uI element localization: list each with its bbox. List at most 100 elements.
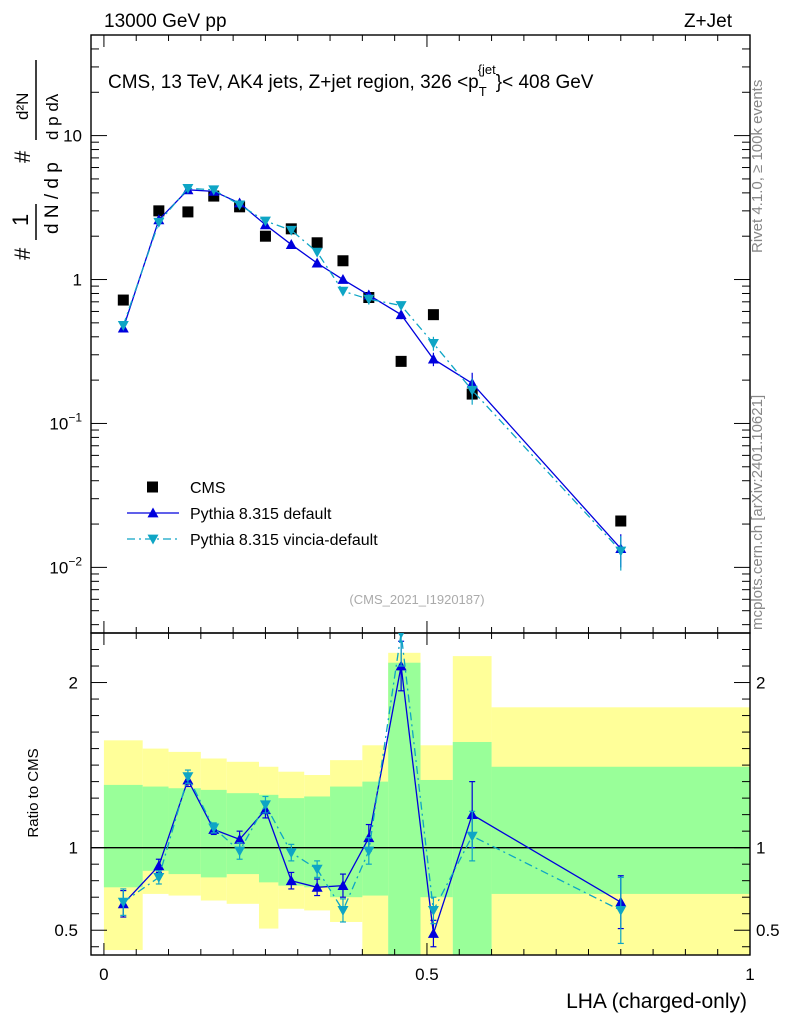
y-tick-label: 10−1 — [49, 410, 82, 433]
cms-data-point — [615, 515, 627, 527]
ratio-band-green — [226, 793, 259, 875]
pythia-vincia-ratio-point — [311, 864, 323, 875]
legend: CMS Pythia 8.315 default Pythia 8.315 vinc… — [127, 480, 378, 549]
cms-data-point — [182, 206, 194, 218]
source-label: mcplots.cern.ch [arXiv:2401.10621] — [749, 395, 766, 630]
pythia-vincia-ratio-line — [122, 633, 622, 913]
legend-marker — [147, 507, 159, 518]
pythia-vincia-ratio-point — [259, 800, 271, 811]
main-y-axis-label-text: d²N — [13, 93, 32, 120]
cms-data-point — [259, 230, 271, 242]
pythia-default-point — [285, 239, 297, 249]
pythia-vincia-point — [208, 185, 220, 196]
ratio-y-axis-label: Ratio to CMS — [25, 748, 42, 837]
pythia-vincia-point — [182, 183, 194, 194]
pythia-vincia-point — [117, 321, 129, 331]
pythia-default-point — [395, 309, 407, 320]
cms-data-point — [337, 255, 349, 267]
legend-entry-label: CMS — [190, 480, 226, 497]
x-tick-label: 1 — [745, 965, 754, 984]
pythia-vincia-point — [427, 338, 439, 349]
pythia-vincia-ratio-point — [117, 897, 129, 908]
ratio-y-tick-label: 0.5 — [54, 921, 78, 940]
plot-title-close: }< 408 GeV — [496, 72, 594, 93]
analysis-id: (CMS_2021_I1920187) — [349, 592, 484, 607]
pythia-vincia-ratio-point — [398, 633, 405, 639]
main-y-axis-label-text: d N / d p — [42, 162, 63, 234]
pythia-default-ratio-point — [311, 881, 323, 892]
ratio-y-tick-label-right: 1 — [756, 839, 765, 858]
plot-title-sub: T — [479, 84, 487, 99]
main-y-axis-label: # 1 d N / d p # d²N d p dλ — [8, 60, 63, 260]
pythia-vincia-ratio-point — [337, 906, 349, 916]
ratio-band-green — [388, 662, 421, 955]
pythia-vincia-ratio-point — [615, 906, 627, 916]
main-y-axis-label-text: # — [10, 150, 35, 163]
pythia-vincia-ratio-point — [208, 823, 220, 834]
pythia-vincia-point — [259, 216, 271, 227]
pythia-default-ratio-point — [337, 880, 349, 891]
plot-title-main: CMS, 13 TeV, AK4 jets, Z+jet region, 326… — [108, 72, 479, 93]
pythia-vincia-point — [153, 217, 165, 228]
pythia-vincia-ratio-point — [285, 848, 297, 859]
cms-data-point — [427, 309, 439, 321]
legend-marker — [147, 534, 159, 545]
y-tick-label: 10−2 — [49, 554, 82, 577]
pythia-vincia-ratio-point — [234, 846, 246, 857]
plot-title-sup: {jet — [478, 62, 496, 77]
cms-data-point — [153, 205, 165, 217]
ratio-band-green — [491, 766, 750, 894]
ratio-uncertainty-bands — [103, 652, 750, 955]
pythia-default-point — [337, 274, 349, 284]
pythia-default-ratio-point — [234, 833, 246, 844]
pythia-vincia-point — [337, 286, 349, 297]
pythia-vincia-ratio-point — [363, 846, 375, 857]
cms-data-point — [395, 355, 407, 367]
pythia-vincia-ratio-point — [466, 831, 478, 842]
y-tick-label: 1 — [73, 271, 82, 290]
ratio-band-green — [168, 788, 201, 875]
x-tick-label: 0 — [99, 965, 108, 984]
pythia-vincia-point — [615, 546, 627, 557]
pythia-vincia-point — [395, 301, 407, 311]
main-y-axis-label-text: 1 — [8, 214, 33, 226]
energy-label: 13000 GeV pp — [104, 11, 227, 32]
ratio-y-tick-label-right: 0.5 — [756, 921, 780, 940]
ratio-y-tick-label: 1 — [69, 839, 78, 858]
ratio-y-tick-label-right: 2 — [756, 674, 765, 693]
pythia-vincia-ratio-point — [182, 772, 194, 783]
rivet-version-label: Rivet 4.1.0, ≥ 100k events — [749, 80, 766, 253]
x-tick-label: 0.5 — [415, 965, 439, 984]
ratio-band-green — [258, 794, 279, 883]
cms-data-point — [117, 294, 129, 306]
ratio-band-green — [142, 786, 169, 871]
pythia-vincia-ratio-point — [153, 872, 165, 883]
pythia-default-point — [427, 353, 439, 364]
legend-entry-label: Pythia 8.315 default — [190, 506, 332, 523]
ratio-band-green — [103, 784, 143, 888]
process-label: Z+Jet — [684, 11, 733, 32]
plot-title: CMS, 13 TeV, AK4 jets, Z+jet region, 326… — [108, 62, 594, 99]
pythia-default-ratio-point — [153, 860, 165, 871]
pythia-vincia-ratio-point — [427, 906, 439, 916]
ratio-panel-series — [117, 633, 627, 948]
pythia-default-ratio-point — [285, 875, 297, 886]
main-y-axis-label-text: d p dλ — [43, 93, 62, 140]
ratio-plot-frame — [90, 632, 751, 956]
pythia-vincia-point — [311, 247, 323, 258]
axis-ticks: 0 0.5 1 10−2 10−1 1 10 0.5 0.5 1 1 2 2 — [49, 34, 780, 984]
cms-data-point — [208, 190, 220, 202]
pythia-vincia-point — [363, 294, 375, 305]
cms-data-point — [311, 237, 323, 249]
pythia-default-ratio-line — [122, 665, 622, 934]
pythia-default-point — [311, 257, 323, 268]
legend-entry-label: Pythia 8.315 vincia-default — [190, 532, 378, 549]
main-panel-series — [117, 183, 627, 571]
ratio-band-green — [278, 798, 305, 886]
y-tick-label: 10 — [63, 127, 82, 146]
legend-marker-cms — [147, 481, 158, 493]
pythia-vincia-point — [234, 200, 246, 211]
main-y-axis-label-text: # — [10, 247, 35, 260]
x-axis-label: LHA (charged-only) — [566, 990, 747, 1013]
